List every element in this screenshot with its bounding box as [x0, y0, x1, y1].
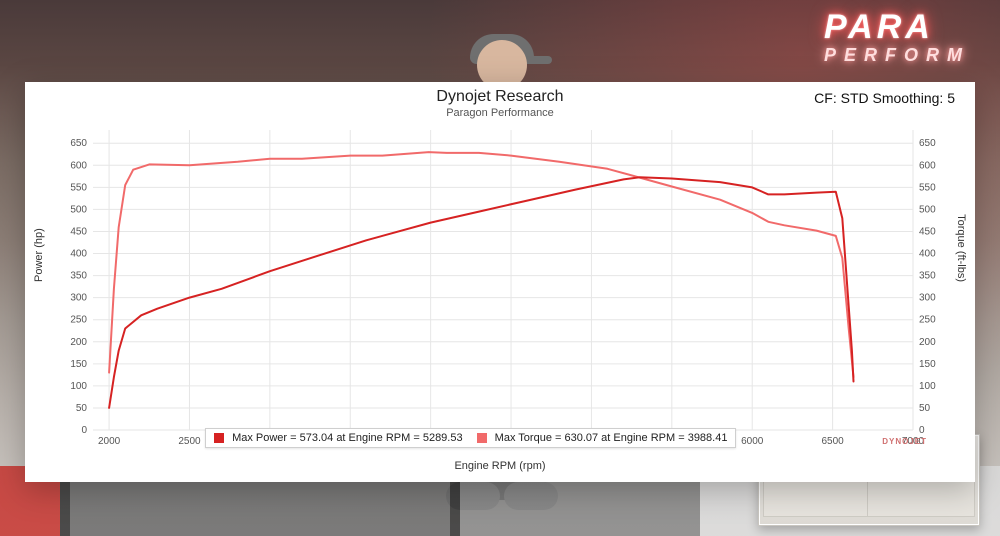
svg-text:650: 650 — [70, 138, 87, 149]
y-right-ticks: 0 50 100 150 200 250 300 350 400 450 500 550 600 650 — [919, 138, 936, 436]
svg-text:250: 250 — [70, 315, 87, 326]
svg-text:450: 450 — [70, 226, 87, 237]
svg-text:600: 600 — [70, 160, 87, 171]
svg-text:2500: 2500 — [178, 436, 201, 447]
svg-text:100: 100 — [919, 381, 936, 392]
svg-text:6000: 6000 — [741, 436, 764, 447]
svg-text:500: 500 — [919, 204, 936, 215]
svg-text:300: 300 — [919, 293, 936, 304]
svg-text:250: 250 — [919, 315, 936, 326]
svg-text:100: 100 — [70, 381, 87, 392]
svg-text:400: 400 — [70, 249, 87, 260]
legend-text-torque: Max Torque = 630.07 at Engine RPM = 3988… — [495, 432, 728, 444]
svg-text:350: 350 — [70, 271, 87, 282]
svg-text:450: 450 — [919, 226, 936, 237]
svg-text:500: 500 — [70, 204, 87, 215]
chart-grid — [93, 130, 913, 430]
chart-plot-area: 050100150200250300350400450500550600650 … — [93, 130, 913, 430]
svg-text:350: 350 — [919, 271, 936, 282]
svg-text:400: 400 — [919, 249, 936, 260]
x-axis-title: Engine RPM (rpm) — [25, 460, 975, 472]
svg-text:200: 200 — [70, 337, 87, 348]
chart-legend: Max Power = 573.04 at Engine RPM = 5289.… — [205, 428, 736, 448]
power-line — [109, 177, 853, 408]
legend-entry-torque: Max Torque = 630.07 at Engine RPM = 3988… — [477, 432, 728, 444]
chart-subtitle: Paragon Performance — [25, 107, 975, 119]
legend-entry-power: Max Power = 573.04 at Engine RPM = 5289.… — [214, 432, 463, 444]
svg-text:50: 50 — [76, 403, 88, 414]
svg-text:50: 50 — [919, 403, 931, 414]
legend-text-power: Max Power = 573.04 at Engine RPM = 5289.… — [232, 432, 463, 444]
svg-text:300: 300 — [70, 293, 87, 304]
svg-text:0: 0 — [81, 425, 87, 436]
legend-swatch-power — [214, 433, 224, 443]
y-right-axis-title: Torque (ft-lbs) — [955, 214, 967, 282]
svg-text:550: 550 — [70, 182, 87, 193]
svg-text:650: 650 — [919, 138, 936, 149]
svg-text:150: 150 — [70, 359, 87, 370]
svg-text:2000: 2000 — [98, 436, 121, 447]
svg-text:6500: 6500 — [821, 436, 844, 447]
svg-text:0: 0 — [919, 425, 925, 436]
watermark: DYNOJET — [882, 437, 927, 446]
y-left-axis-title: Power (hp) — [33, 228, 45, 282]
svg-text:550: 550 — [919, 182, 936, 193]
svg-text:150: 150 — [919, 359, 936, 370]
y-left-ticks: 0 50 100 150 200 250 300 350 400 450 500 550 600 650 — [70, 138, 87, 436]
svg-text:600: 600 — [919, 160, 936, 171]
legend-swatch-torque — [477, 433, 487, 443]
dyno-chart-card: Dynojet Research Paragon Performance CF:… — [25, 82, 975, 482]
svg-text:200: 200 — [919, 337, 936, 348]
chart-config-label: CF: STD Smoothing: 5 — [814, 90, 955, 106]
